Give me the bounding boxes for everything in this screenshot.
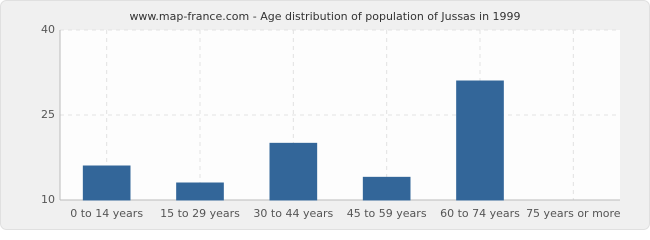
y-tick-label: 40	[41, 23, 55, 36]
bar	[456, 80, 504, 201]
y-tick-label: 25	[41, 108, 55, 121]
x-tick-label: 75 years or more	[526, 207, 621, 220]
bar	[176, 182, 224, 201]
chart: www.map-france.com - Age distribution of…	[0, 0, 650, 230]
chart-title: www.map-france.com - Age distribution of…	[129, 10, 520, 23]
bar	[362, 176, 411, 201]
x-tick-label: 60 to 74 years	[440, 207, 520, 220]
x-tick-label: 45 to 59 years	[347, 207, 427, 220]
x-tick-label: 15 to 29 years	[160, 207, 240, 220]
bar	[82, 165, 131, 201]
x-tick-label: 30 to 44 years	[253, 207, 333, 220]
x-tick-label: 0 to 14 years	[70, 207, 143, 220]
bar	[269, 142, 318, 201]
y-tick-label: 10	[41, 193, 55, 206]
